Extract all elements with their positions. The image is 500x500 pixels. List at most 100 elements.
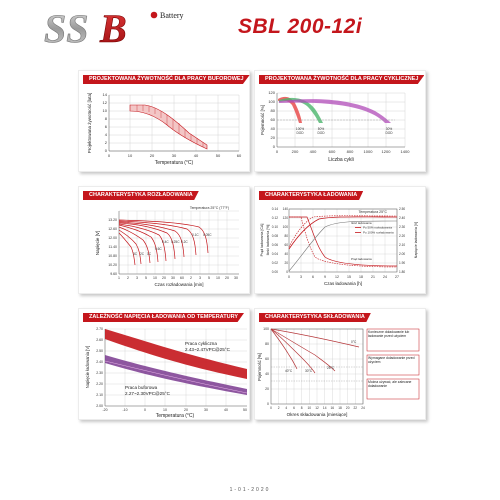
svg-text:8: 8: [105, 116, 108, 121]
svg-text:2.27~2.30VPC@25°C: 2.27~2.30VPC@25°C: [125, 391, 171, 396]
svg-text:6: 6: [293, 406, 295, 410]
float-life-xlabel: Temperatura (°C): [155, 160, 194, 166]
svg-text:0.06: 0.06: [272, 243, 278, 247]
svg-text:2.00: 2.00: [399, 252, 405, 256]
svg-text:DOD: DOD: [385, 131, 393, 135]
discharge-chart: Temperatura 25°C (77°F) 0.05C 0.1C 0.2C …: [95, 206, 239, 287]
cycle-life-ylabel: Pojemność [%]: [260, 105, 265, 135]
svg-text:1C: 1C: [147, 252, 152, 256]
svg-text:2.00: 2.00: [96, 404, 103, 408]
svg-text:60: 60: [265, 357, 269, 361]
svg-text:2.20: 2.20: [399, 234, 405, 238]
float-life-title: PROJEKTOWANA ŻYWOTNOŚĆ DLA PRACY BUFOROW…: [83, 75, 250, 84]
svg-text:5: 5: [145, 276, 147, 280]
discharge-title: CHARAKTERYSTYKA ROZŁADOWANIA: [83, 191, 199, 200]
svg-text:1200: 1200: [382, 149, 392, 154]
svg-text:2.50: 2.50: [96, 349, 103, 353]
svg-text:30: 30: [171, 276, 175, 280]
svg-text:DOD: DOD: [317, 131, 325, 135]
svg-text:10: 10: [216, 276, 220, 280]
svg-text:2.10: 2.10: [399, 243, 405, 247]
svg-text:0: 0: [286, 270, 288, 274]
storage-panel: CHARAKTERYSTYKA SKŁADOWANIA 40°C 30°C 25…: [254, 308, 426, 420]
svg-text:14: 14: [323, 406, 327, 410]
charging-xlabel: Czas ładowania [h]: [324, 281, 362, 286]
svg-text:0.02: 0.02: [272, 261, 278, 265]
svg-text:3: 3: [136, 276, 138, 280]
svg-text:2.50: 2.50: [399, 207, 405, 211]
product-title: SBL 200-12i: [238, 15, 363, 38]
svg-text:120: 120: [283, 216, 289, 220]
svg-text:2: 2: [278, 406, 280, 410]
svg-text:20: 20: [225, 276, 229, 280]
charging-temp-note: Temperatura 25°C: [359, 210, 388, 214]
svg-text:2: 2: [190, 276, 192, 280]
svg-text:2C: 2C: [140, 252, 145, 256]
svg-text:50: 50: [216, 153, 221, 158]
charge-voltage-temp-ylabel: Napięcie ładowania [V]: [85, 346, 90, 389]
svg-text:9: 9: [324, 275, 326, 279]
discharge-panel: CHARAKTERYSTYKA ROZŁADOWANIA Temperatura…: [78, 186, 250, 294]
svg-text:30: 30: [172, 153, 177, 158]
svg-text:20: 20: [150, 153, 155, 158]
storage-xlabel: Okres składowania [miesiące]: [287, 412, 348, 417]
svg-text:0.05C: 0.05C: [203, 233, 212, 237]
svg-text:1.80: 1.80: [399, 270, 405, 274]
svg-text:4: 4: [105, 132, 108, 137]
svg-text:100: 100: [283, 225, 289, 229]
svg-text:Prąd ładowania: Prąd ładowania: [351, 257, 372, 261]
storage-note-1: Konieczne doładowanie lub ładowanie prze…: [368, 330, 410, 338]
svg-text:80: 80: [284, 234, 288, 238]
svg-text:60: 60: [284, 243, 288, 247]
discharge-temp-note: Temperatura 25°C (77°F): [190, 206, 229, 210]
svg-text:12: 12: [315, 406, 319, 410]
svg-text:0.04: 0.04: [272, 252, 278, 256]
svg-text:Praca cykliczna: Praca cykliczna: [185, 341, 217, 346]
svg-text:20: 20: [162, 276, 166, 280]
svg-text:1400: 1400: [401, 149, 411, 154]
svg-text:20: 20: [265, 387, 269, 391]
svg-text:20: 20: [284, 261, 288, 265]
svg-text:21: 21: [371, 275, 375, 279]
svg-text:9.60: 9.60: [110, 272, 117, 276]
svg-text:120: 120: [268, 90, 275, 95]
svg-text:100%: 100%: [296, 127, 304, 131]
svg-text:2.20: 2.20: [96, 382, 103, 386]
svg-text:20: 20: [346, 406, 350, 410]
svg-text:4: 4: [285, 406, 287, 410]
svg-text:10: 10: [128, 153, 133, 158]
svg-text:0.10: 0.10: [272, 225, 278, 229]
svg-text:2.30: 2.30: [96, 371, 103, 375]
svg-text:3: 3: [199, 276, 201, 280]
svg-text:2.60: 2.60: [96, 338, 103, 342]
svg-text:-10: -10: [122, 408, 127, 412]
svg-text:0: 0: [273, 144, 276, 149]
svg-text:30°C: 30°C: [305, 369, 313, 373]
svg-text:-20: -20: [102, 408, 107, 412]
svg-text:0.14: 0.14: [272, 207, 278, 211]
svg-text:0: 0: [276, 149, 279, 154]
svg-text:2.43~2.47VPC@25°C: 2.43~2.47VPC@25°C: [185, 347, 231, 352]
svg-text:B: B: [99, 8, 127, 46]
svg-text:22: 22: [354, 406, 358, 410]
svg-text:2: 2: [105, 140, 108, 145]
charge-voltage-temp-chart: Praca cykliczna 2.43~2.47VPC@25°C Praca …: [85, 327, 248, 419]
cycle-life-title: PROJEKTOWANA ŻYWOTNOŚĆ DLA PRACY CYKLICZ…: [259, 75, 425, 84]
svg-text:24: 24: [361, 406, 365, 410]
svg-text:6: 6: [105, 124, 108, 129]
svg-text:5: 5: [208, 276, 210, 280]
svg-text:10: 10: [308, 406, 312, 410]
svg-text:100: 100: [263, 327, 269, 331]
svg-text:12: 12: [103, 100, 108, 105]
svg-text:6: 6: [312, 275, 314, 279]
svg-text:80: 80: [271, 108, 276, 113]
svg-text:10: 10: [163, 408, 167, 412]
cycle-life-xlabel: Liczba cykli: [328, 157, 354, 163]
svg-text:30: 30: [234, 276, 238, 280]
svg-text:27: 27: [395, 275, 399, 279]
svg-text:40: 40: [224, 408, 228, 412]
svg-text:0: 0: [108, 153, 111, 158]
charge-voltage-temp-panel: ZALEŻNOŚĆ NAPIĘCIA ŁADOWANIA OD TEMPERAT…: [78, 308, 250, 420]
svg-text:80: 80: [265, 342, 269, 346]
